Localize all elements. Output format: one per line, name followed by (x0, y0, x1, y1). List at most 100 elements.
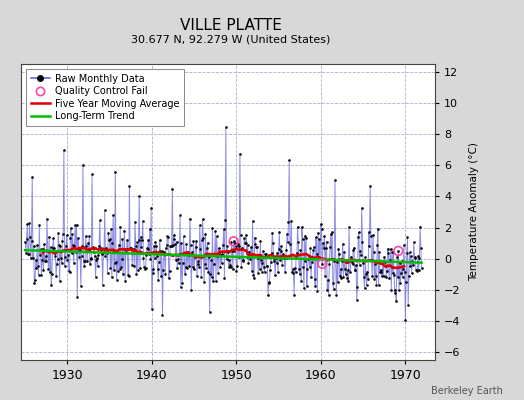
Point (170, 232, 178, 238)
Point (275, 246, 283, 252)
Point (191, 244, 200, 250)
Point (134, 237, 143, 244)
Point (251, 241, 259, 247)
Point (408, 258, 417, 264)
Point (132, 242, 140, 249)
Point (338, 258, 346, 264)
Point (353, 297, 361, 303)
Point (324, 277, 332, 283)
Point (173, 265, 181, 271)
Point (162, 242, 171, 248)
Point (377, 268, 386, 275)
Point (365, 243, 374, 249)
Point (60, 147, 68, 153)
Point (351, 266, 359, 273)
Point (274, 269, 282, 276)
Point (384, 250, 392, 256)
Point (410, 239, 418, 246)
Point (255, 253, 263, 260)
Point (151, 239, 160, 245)
Point (237, 264, 246, 270)
Point (409, 262, 417, 268)
Point (215, 245, 223, 252)
Point (253, 244, 261, 250)
Point (246, 256, 254, 263)
Point (124, 271, 132, 278)
Point (411, 254, 419, 260)
Point (275, 229, 283, 235)
Point (75, 254, 84, 260)
Point (144, 237, 152, 243)
Point (343, 266, 352, 273)
Point (206, 270, 214, 277)
Point (102, 244, 111, 251)
Point (359, 260, 367, 266)
Point (195, 264, 203, 270)
Point (89, 244, 97, 250)
Point (99, 282, 107, 289)
Point (77, 283, 85, 289)
Point (110, 267, 118, 273)
Point (125, 273, 133, 279)
Point (48, 270, 56, 277)
Point (313, 287, 322, 294)
Point (140, 264, 148, 270)
Point (383, 268, 391, 275)
Point (157, 272, 165, 279)
Point (287, 218, 296, 224)
Point (35, 272, 43, 278)
Point (366, 183, 374, 190)
Point (212, 278, 220, 284)
Point (374, 225, 382, 232)
Point (266, 267, 275, 273)
Point (371, 261, 379, 268)
Point (293, 223, 302, 230)
Point (68, 231, 77, 238)
Point (399, 266, 408, 272)
Point (296, 247, 304, 254)
Point (95, 217, 104, 223)
Point (107, 226, 115, 232)
Point (322, 238, 331, 245)
Point (31, 277, 39, 283)
Point (408, 270, 416, 276)
Point (306, 245, 314, 252)
Point (392, 298, 400, 304)
Point (209, 277, 217, 284)
Point (358, 238, 367, 245)
Point (353, 283, 362, 290)
Point (117, 264, 125, 270)
Point (119, 246, 128, 252)
Point (368, 273, 376, 279)
Point (328, 255, 336, 262)
Point (406, 249, 414, 256)
Point (242, 240, 250, 246)
Point (74, 234, 82, 241)
Point (134, 267, 142, 274)
Point (345, 224, 353, 230)
Point (238, 244, 246, 251)
Point (156, 248, 165, 254)
Point (165, 268, 173, 274)
Point (273, 249, 281, 256)
Point (276, 257, 284, 263)
Point (369, 232, 377, 238)
Point (342, 259, 351, 265)
Point (70, 242, 79, 249)
Point (217, 252, 225, 258)
Point (63, 256, 72, 263)
Point (160, 250, 169, 257)
Point (260, 264, 268, 270)
Point (234, 241, 242, 247)
Point (129, 246, 137, 253)
Point (130, 263, 138, 269)
Point (392, 254, 401, 261)
Point (355, 229, 363, 236)
Point (58, 260, 66, 266)
Point (204, 269, 212, 275)
Point (304, 256, 312, 262)
Point (224, 264, 233, 270)
Point (357, 252, 365, 258)
Point (210, 260, 218, 267)
Point (389, 249, 398, 255)
